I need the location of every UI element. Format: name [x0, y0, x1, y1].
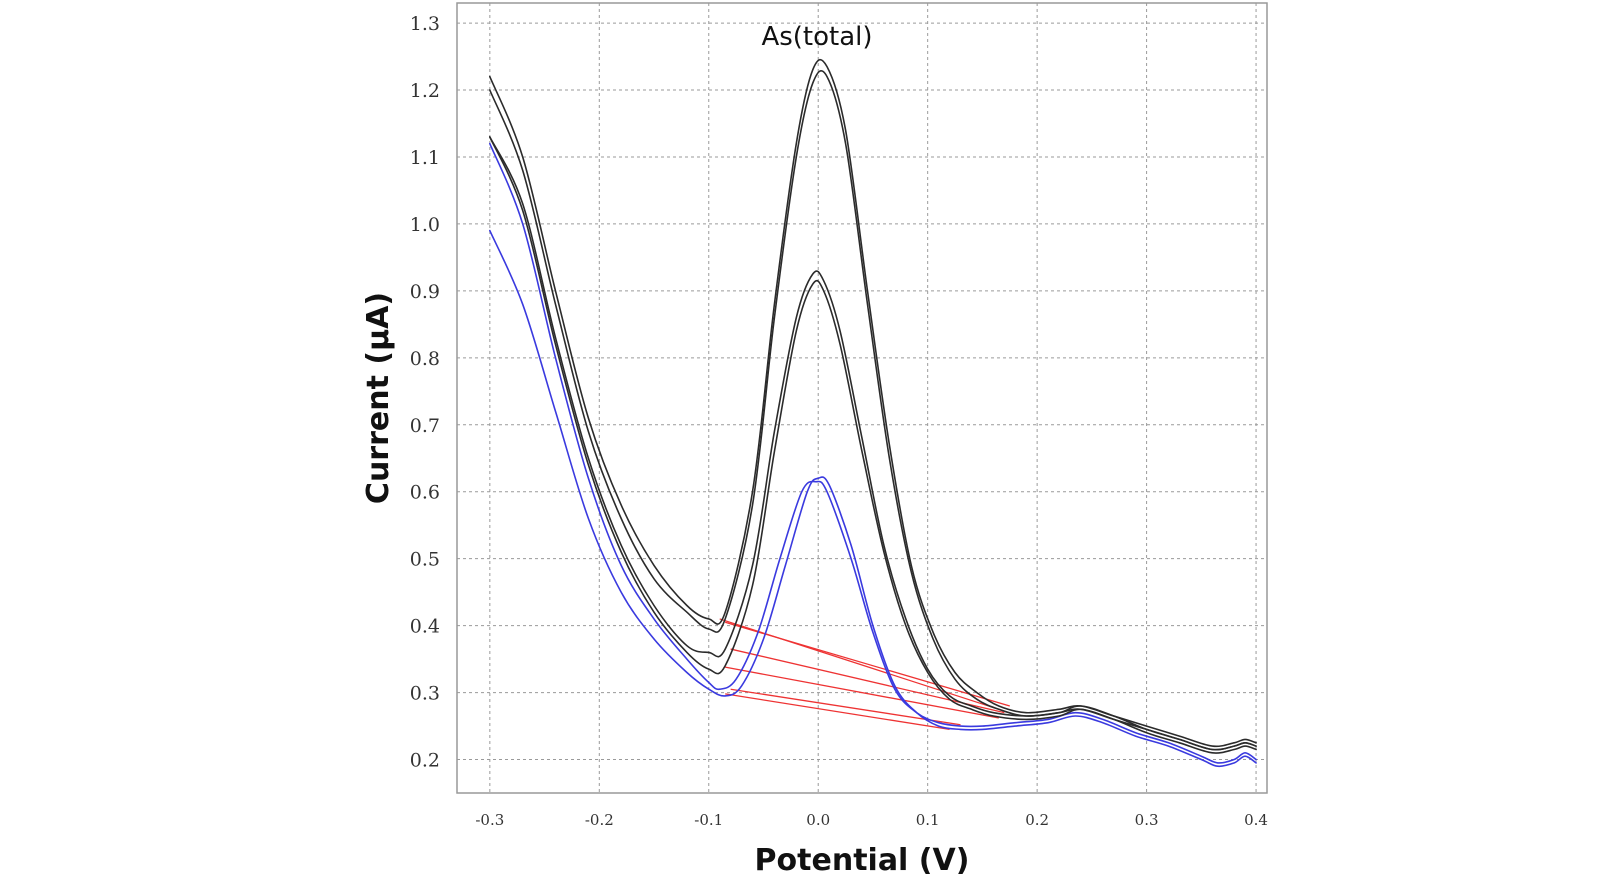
x-tick-label: 0.0: [806, 811, 830, 829]
y-tick-label: 0.3: [410, 683, 440, 705]
series-line: [489, 229, 1257, 768]
y-tick-label: 0.5: [410, 549, 440, 571]
x-tick-labels: -0.3 -0.2 -0.1 0.0 0.1 0.2 0.3 0.4: [475, 811, 1268, 829]
chart-title: As(total): [761, 22, 872, 52]
y-tick-label: 0.8: [410, 348, 440, 370]
data-series: [489, 58, 1257, 768]
baseline-line: [724, 621, 1010, 707]
series-line: [489, 70, 1257, 751]
x-tick-label: -0.1: [694, 811, 723, 829]
series-line: [489, 136, 1257, 751]
x-axis-title: Potential (V): [755, 843, 970, 878]
y-axis-title: Current (μA): [361, 292, 396, 504]
y-tick-label: 1.1: [410, 147, 440, 169]
baseline-line: [725, 666, 999, 719]
y-tick-label: 0.4: [410, 616, 440, 638]
y-tick-labels: 0.2 0.3 0.4 0.5 0.6 0.7 0.8 0.9 1.0 1.1 1.2 1.3: [410, 13, 440, 771]
y-tick-label: 0.6: [410, 482, 440, 504]
plot-frame: [456, 2, 1268, 794]
series-line: [489, 136, 1257, 754]
series-line: [489, 142, 1257, 764]
y-tick-label: 0.7: [410, 415, 440, 437]
series-line: [489, 58, 1257, 748]
y-tick-label: 0.2: [410, 750, 440, 772]
x-tick-label: -0.3: [475, 811, 504, 829]
y-tick-label: 1.2: [410, 80, 440, 102]
x-tick-label: 0.2: [1025, 811, 1049, 829]
x-tick-label: 0.3: [1135, 811, 1159, 829]
baseline-line: [730, 688, 961, 726]
x-tick-label: -0.2: [585, 811, 614, 829]
baseline-line: [725, 693, 950, 731]
x-tick-label: 0.4: [1244, 811, 1268, 829]
y-tick-label: 1.0: [410, 214, 440, 236]
x-tick-label: 0.1: [916, 811, 940, 829]
y-tick-label: 0.9: [410, 281, 440, 303]
y-tick-label: 1.3: [410, 13, 440, 35]
